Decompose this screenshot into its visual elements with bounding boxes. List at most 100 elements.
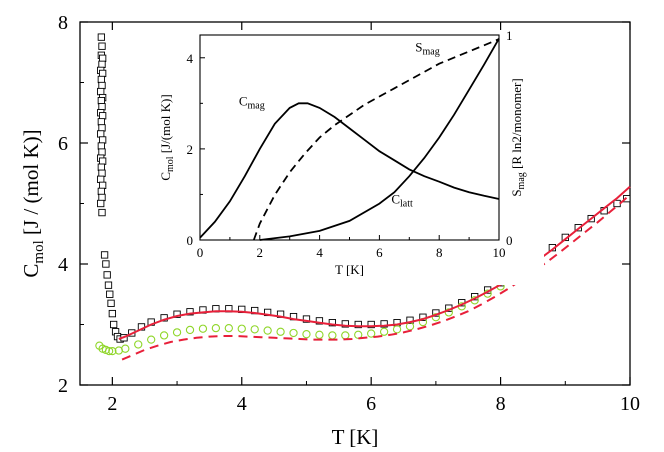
data-point-circle: [104, 346, 114, 356]
data-point-circle: [108, 346, 117, 356]
data-point-circle: [328, 331, 337, 340]
inset-y-tick-label: 0: [187, 233, 194, 248]
data-point-square: [98, 181, 107, 189]
data-point-square: [98, 60, 106, 69]
inset-y-axis-label-sub: mol: [165, 156, 176, 172]
inset-background: [145, 30, 544, 285]
data-point-square: [104, 281, 113, 289]
inset-right-axis-label-main: S: [509, 189, 524, 196]
data-point-square: [98, 208, 106, 217]
data-point-square: [354, 320, 362, 329]
data-point-square: [367, 320, 375, 329]
data-point-circle: [431, 313, 441, 322]
inset-x-tick-label: 10: [493, 245, 506, 260]
inset-x-tick-label: 6: [376, 245, 383, 260]
data-point-square: [98, 69, 107, 78]
inset-y-axis-label: Cmol [J/(mol K)]: [158, 94, 176, 180]
data-point-square: [97, 33, 106, 41]
inset-y-tick-label: 4: [187, 51, 194, 66]
main-y-tick-label: 6: [58, 133, 68, 155]
inset-series-group: [199, 38, 500, 241]
data-point-square: [100, 251, 109, 259]
data-point-square: [103, 271, 111, 279]
inset-curve-c-mag: [199, 102, 500, 239]
inset-tick-marks: [199, 34, 500, 241]
data-point-square: [97, 175, 105, 183]
main-x-tick-label: 2: [107, 393, 117, 415]
data-point-square: [107, 299, 115, 307]
data-point-circle: [121, 344, 130, 353]
data-point-square: [97, 163, 106, 171]
data-point-circle: [224, 323, 233, 333]
main-y-axis-label-main: C: [19, 264, 43, 278]
inset-y-axis-label-main: C: [158, 172, 173, 181]
data-point-circle: [211, 323, 221, 333]
data-point-square: [98, 148, 106, 156]
data-point-circle: [198, 324, 208, 333]
data-point-circle: [134, 340, 143, 349]
data-point-circle: [302, 330, 311, 339]
data-point-square: [97, 187, 106, 196]
data-point-circle: [315, 330, 324, 339]
smag-label-main: S: [415, 39, 422, 54]
data-point-square: [186, 308, 194, 316]
data-point-circle: [250, 325, 259, 334]
inset-y2-tick-label: 0: [506, 233, 513, 248]
data-point-circle: [185, 325, 195, 335]
data-point-square: [97, 96, 106, 105]
main-x-tick-label: 8: [496, 393, 506, 415]
data-point-circle: [263, 326, 272, 335]
data-point-square: [106, 290, 114, 298]
inset-y-axis-label-rest: [J/(mol K)]: [158, 94, 173, 156]
data-point-square: [102, 260, 110, 268]
data-point-square: [98, 157, 107, 165]
inset-y-tick-label: 2: [187, 142, 194, 157]
inset-x-tick-label: 0: [197, 245, 204, 260]
main-y-tick-label: 4: [58, 254, 68, 276]
data-point-circle: [392, 325, 402, 334]
main-x-tick-label: 10: [620, 393, 640, 415]
inset-right-axis-label-sub: mag: [516, 172, 527, 189]
main-series-0: [97, 33, 631, 343]
clatt-label-main: C: [391, 192, 400, 207]
data-point-square: [98, 136, 107, 144]
main-y-axis-label-sub: mol: [31, 240, 47, 263]
data-point-square: [98, 42, 106, 50]
inset-right-axis-label-rest: [R ln2/monomer]: [509, 78, 524, 172]
main-x-tick-label: 4: [237, 393, 247, 415]
main-y-tick-label: 2: [58, 375, 68, 397]
data-point-circle: [159, 331, 169, 340]
main-series-1: [95, 282, 505, 356]
main-x-axis-label: T [K]: [332, 425, 379, 449]
data-point-square: [315, 317, 324, 325]
red-dashed-line: [121, 193, 631, 361]
inset-x-tick-label: 8: [436, 245, 443, 260]
cmag-label-main: C: [239, 94, 248, 109]
data-point-circle: [172, 328, 182, 337]
data-point-square: [97, 199, 105, 208]
data-point-square: [97, 130, 105, 138]
inset-y2-tick-label: 1: [506, 28, 513, 43]
data-point-square: [97, 87, 105, 96]
inset-x-tick-label: 2: [257, 245, 264, 260]
inset-annotation-clatt: Clatt: [391, 192, 413, 210]
inset-x-axis-label: T [K]: [335, 262, 364, 277]
data-point-square: [97, 75, 106, 84]
data-point-square: [108, 309, 117, 318]
inset-right-axis-label: Smag [R ln2/monomer]: [509, 78, 527, 196]
data-point-square: [98, 103, 106, 111]
data-point-square: [341, 320, 349, 328]
data-point-square: [173, 310, 181, 318]
data-point-square: [97, 118, 106, 126]
data-point-circle: [237, 324, 246, 333]
data-point-circle: [354, 330, 363, 339]
main-tick-marks: [80, 21, 631, 386]
data-point-square: [406, 316, 414, 324]
data-point-square: [328, 319, 337, 327]
data-point-square: [302, 315, 311, 323]
